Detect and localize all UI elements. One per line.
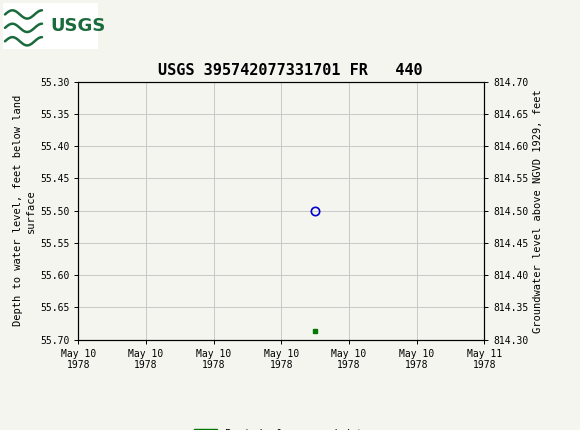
Y-axis label: Groundwater level above NGVD 1929, feet: Groundwater level above NGVD 1929, feet [533, 89, 543, 332]
Legend: Period of approved data: Period of approved data [190, 424, 373, 430]
Bar [3, 3, 98, 49]
Text: USGS 395742077331701 FR   440: USGS 395742077331701 FR 440 [158, 64, 422, 78]
Text: USGS: USGS [50, 17, 106, 35]
Y-axis label: Depth to water level, feet below land
surface: Depth to water level, feet below land su… [13, 95, 36, 326]
